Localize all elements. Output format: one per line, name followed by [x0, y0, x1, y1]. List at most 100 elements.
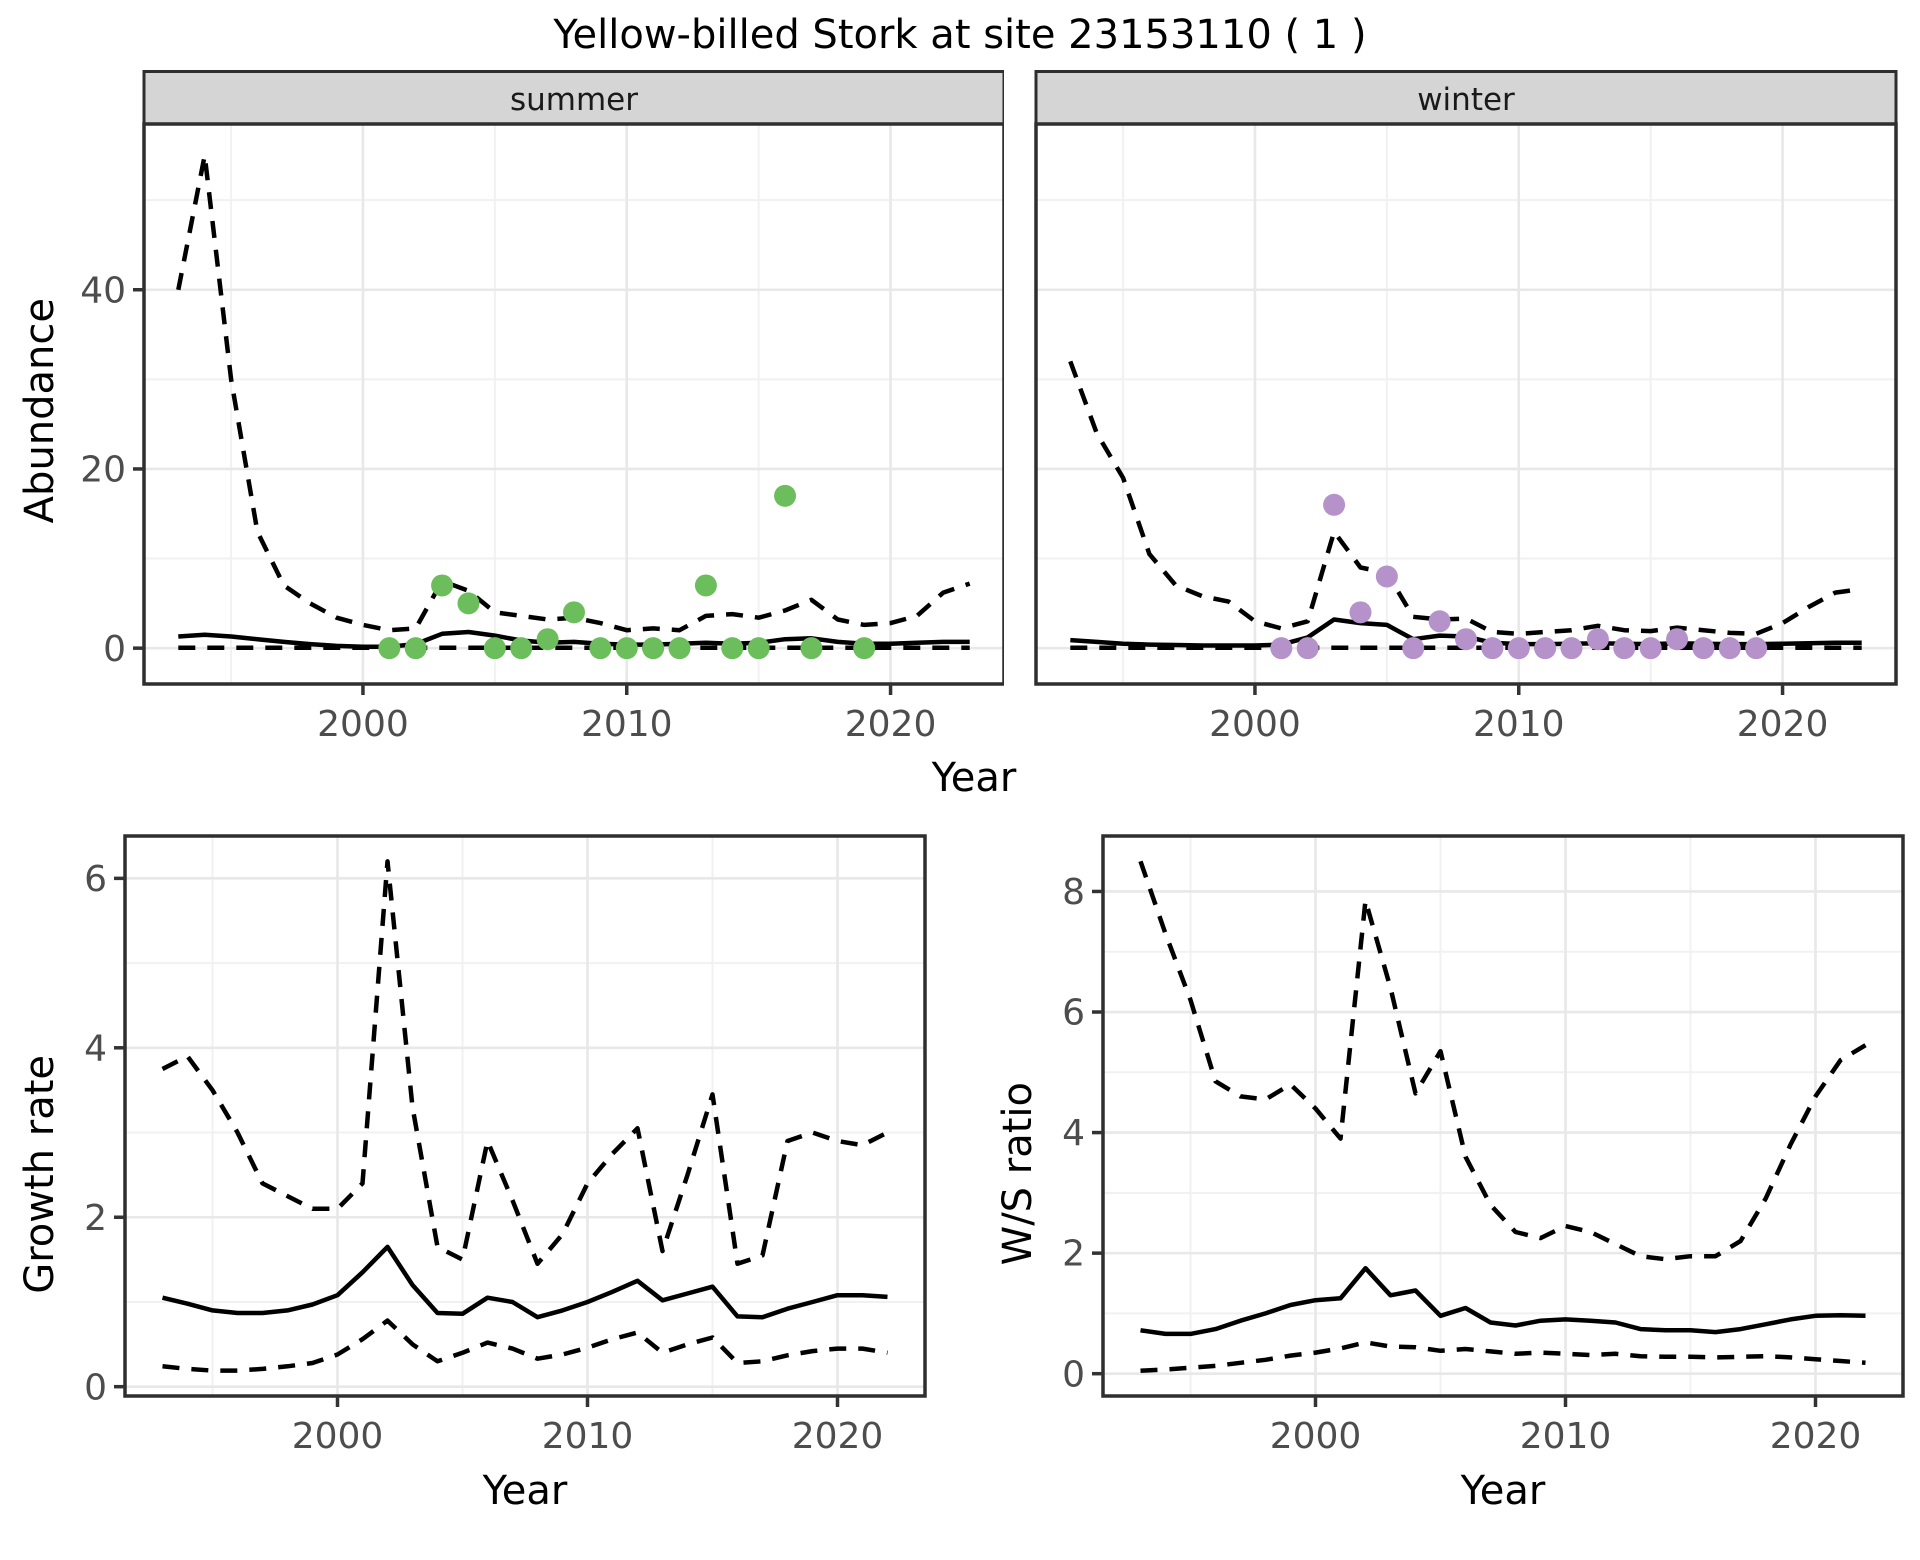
- observation-point: [1745, 637, 1768, 660]
- observation-point: [800, 637, 823, 660]
- facet-summer: summer 2000 2010 2020 0 20 40: [68, 70, 1004, 752]
- observation-point: [721, 637, 744, 660]
- panel-background: [1103, 836, 1903, 1396]
- observation-point: [1507, 637, 1530, 660]
- ws-ratio-axis-title-col: W/S ratio: [990, 830, 1046, 1518]
- x-tick-label: 2020: [1737, 704, 1829, 745]
- abundance-summer-chart: summer 2000 2010 2020 0 20 40: [80, 70, 1004, 745]
- major-gridlines: [125, 836, 925, 1396]
- y-tick-label: 6: [1062, 993, 1085, 1034]
- x-tick-label: 2000: [292, 1416, 384, 1457]
- y-tick-label: 4: [1062, 1113, 1085, 1154]
- observation-point: [404, 637, 427, 660]
- observation-point: [1296, 637, 1319, 660]
- observation-point: [1639, 637, 1662, 660]
- y-tick-label: 2: [84, 1198, 107, 1239]
- growth-rate-chart-col: 2000 2010 2020 0 2 4 6 Year: [68, 830, 930, 1518]
- observation-point: [1428, 610, 1451, 633]
- bottom-gap: [930, 830, 990, 1518]
- x-tick-label: 2010: [542, 1416, 634, 1457]
- observation-point: [853, 637, 876, 660]
- x-axis: 2000 2010 2020: [1209, 684, 1828, 745]
- y-tick-label: 4: [84, 1028, 107, 1069]
- x-tick-label: 2010: [581, 704, 673, 745]
- major-gridlines: [1103, 836, 1903, 1396]
- facet-gap: [1004, 70, 1030, 752]
- ws-ratio-median-line: [1140, 1265, 1866, 1337]
- ws-ratio-upper-ci-line: [1138, 860, 1867, 1262]
- y-tick-label: 6: [84, 859, 107, 900]
- y-tick-label: 40: [80, 270, 126, 311]
- y-axis: 0 2 4 6 8: [1062, 872, 1103, 1395]
- observation-point: [1270, 637, 1293, 660]
- observation-point: [457, 592, 480, 615]
- observation-point: [1349, 601, 1372, 624]
- observation-point: [642, 637, 665, 660]
- y-tick-label: 0: [84, 1367, 107, 1408]
- panel-background: [144, 124, 1004, 684]
- panel-border: [142, 122, 1004, 686]
- abundance-winter-upper-ci-line: [1068, 360, 1863, 637]
- x-tick-label: 2020: [845, 704, 937, 745]
- ws-ratio-block: W/S ratio 2000 2010 2020 0 2 4 6 8 Year: [990, 830, 1908, 1518]
- observation-point: [1718, 637, 1741, 660]
- observation-point: [563, 601, 585, 624]
- ws-ratio-axis-title: W/S ratio: [995, 1082, 1041, 1266]
- abundance-winter-chart: winter 2000 2010 2020: [1034, 70, 1898, 745]
- observation-point: [589, 637, 612, 660]
- observation-point: [1692, 637, 1715, 660]
- y-axis: 0 20 40: [80, 270, 144, 670]
- observation-point: [1666, 628, 1689, 651]
- observation-point: [431, 574, 454, 597]
- rates-row: Growth rate 2000 2010 2020 0 2 4 6 Year W/S ra…: [12, 830, 1920, 1518]
- ws-ratio-lower-ci-line: [1140, 1340, 1866, 1373]
- facet-winter: winter 2000 2010 2020: [1030, 70, 1906, 752]
- minor-gridlines: [144, 124, 1004, 684]
- x-axis: 2000 2010 2020: [317, 684, 936, 745]
- growth-rate-median-line: [161, 1244, 888, 1320]
- x-tick-label: 2000: [317, 704, 409, 745]
- y-tick-label: 8: [1062, 872, 1085, 913]
- observation-point: [1613, 637, 1636, 660]
- x-axis: 2000 2010 2020: [292, 1396, 884, 1457]
- observation-point: [483, 637, 506, 660]
- y-tick-label: 0: [103, 629, 126, 670]
- minor-gridlines: [1036, 124, 1896, 684]
- observation-point: [378, 637, 401, 660]
- y-axis: 0 2 4 6: [84, 859, 125, 1408]
- observation-point: [694, 574, 717, 597]
- minor-gridlines: [1103, 836, 1903, 1396]
- ws-ratio-chart-col: 2000 2010 2020 0 2 4 6 8 Year: [1046, 830, 1908, 1518]
- figure-title: Yellow-billed Stork at site 23153110 ( 1…: [553, 12, 1367, 58]
- abundance-axis-title: Abundance: [17, 298, 63, 524]
- panel-border: [1034, 122, 1898, 686]
- y-tick-label: 20: [80, 450, 126, 491]
- facet-strip-label: summer: [510, 82, 638, 118]
- panel-border: [123, 834, 927, 1398]
- x-axis: 2000 2010 2020: [1270, 1396, 1862, 1457]
- x-tick-label: 2000: [1209, 704, 1301, 745]
- observation-point: [510, 637, 533, 660]
- observation-point: [774, 484, 797, 507]
- growth-rate-upper-ci-line: [161, 859, 889, 1267]
- x-tick-label: 2010: [1473, 704, 1565, 745]
- growth-rate-axis-title-col: Growth rate: [12, 830, 68, 1518]
- growth-rate-chart: 2000 2010 2020 0 2 4 6: [84, 834, 927, 1457]
- observation-point: [1455, 628, 1477, 651]
- growth-rate-lower-ci-line: [162, 1318, 888, 1373]
- observation-point: [1402, 637, 1425, 660]
- x-tick-label: 2020: [1770, 1416, 1862, 1457]
- observation-point: [536, 628, 559, 651]
- abundance-summer-observations: [378, 484, 876, 660]
- growth-rate-x-axis-title: Year: [482, 1468, 568, 1514]
- abundance-axis-title-col: Abundance: [12, 70, 68, 752]
- x-tick-label: 2020: [792, 1416, 884, 1457]
- x-tick-label: 2000: [1270, 1416, 1362, 1457]
- observation-point: [1586, 628, 1609, 651]
- y-tick-label: 2: [1062, 1234, 1085, 1275]
- abundance-summer-median-line: [178, 629, 970, 650]
- panel-border: [1101, 834, 1905, 1398]
- abundance-winter-observations: [1270, 493, 1768, 660]
- growth-rate-axis-title: Growth rate: [17, 1054, 63, 1294]
